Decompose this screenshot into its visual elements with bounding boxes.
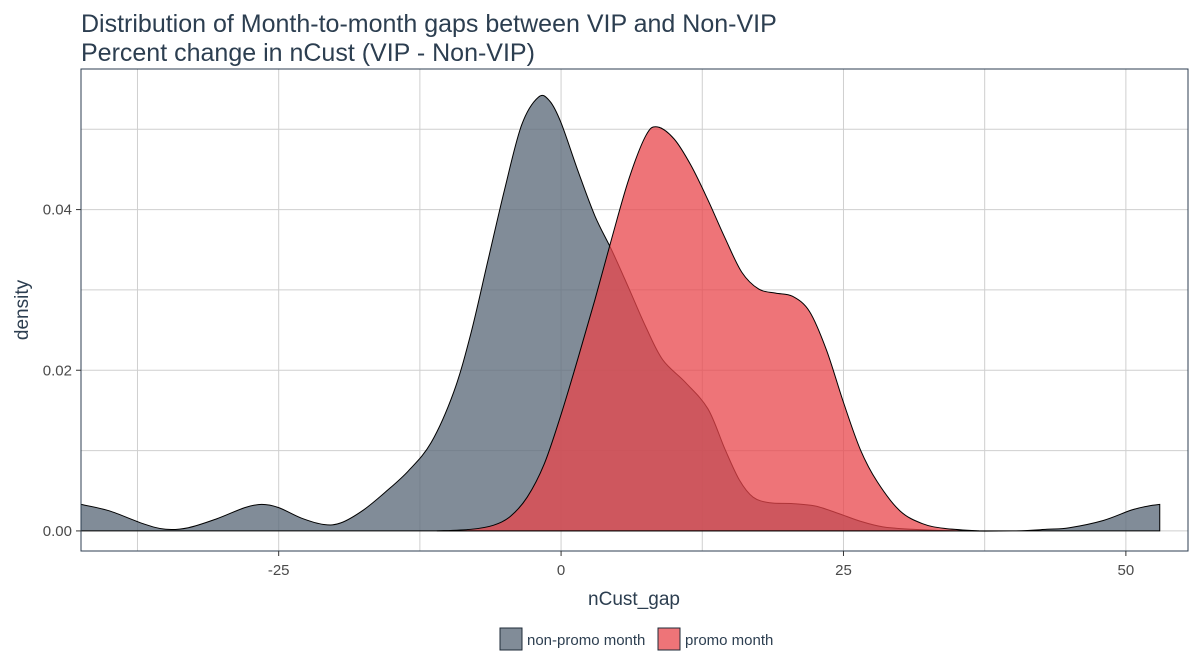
legend: non-promo month promo month <box>499 627 773 651</box>
y-tick-label: 0.02 <box>43 362 72 379</box>
y-tick-label: 0.04 <box>43 202 72 219</box>
legend-label-promo: promo month <box>685 632 773 649</box>
panel-border <box>80 68 1189 552</box>
x-axis-label: nCust_gap <box>588 589 680 610</box>
legend-swatch-non-promo <box>499 627 523 651</box>
chart-subtitle: Percent change in nCust (VIP - Non-VIP) <box>81 39 535 67</box>
legend-swatch-promo <box>657 627 681 651</box>
y-axis-ticks: 0.00 0.02 0.04 <box>43 202 81 540</box>
x-tick-label: 25 <box>835 562 852 579</box>
y-tick-label: 0.00 <box>43 523 72 540</box>
chart-title: Distribution of Month-to-month gaps betw… <box>81 10 777 38</box>
x-tick-label: -25 <box>268 562 290 579</box>
legend-label-non-promo: non-promo month <box>527 632 645 649</box>
x-tick-label: 50 <box>1118 562 1135 579</box>
plot-panel <box>80 68 1189 552</box>
density-areas <box>80 94 1161 532</box>
y-axis-label: density <box>12 279 33 340</box>
density-area-promo <box>436 126 980 532</box>
x-tick-label: 0 <box>557 562 565 579</box>
x-axis-ticks: -25 0 25 50 <box>268 551 1134 579</box>
